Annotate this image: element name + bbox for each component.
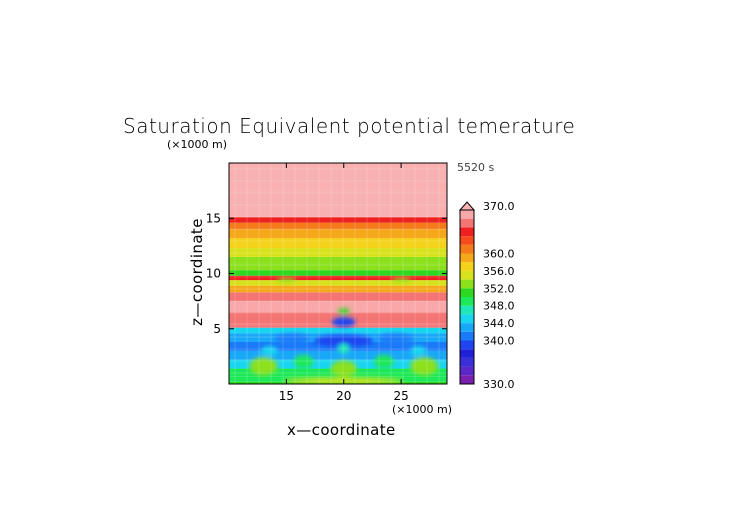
field-cell xyxy=(249,357,278,376)
colorbar-swatch xyxy=(460,227,474,237)
colorbar-swatch xyxy=(460,288,474,297)
field-band xyxy=(229,285,447,293)
colorbar-swatch xyxy=(460,340,474,350)
colorbar-swatch xyxy=(460,236,474,245)
field-band xyxy=(229,238,447,249)
axes: 15 20 25 5 10 15 xyxy=(206,162,448,403)
field-band xyxy=(229,163,447,191)
colorbar-label: 370.0 xyxy=(483,200,515,213)
field-band xyxy=(229,312,447,324)
y-tick-label: 10 xyxy=(206,267,221,281)
colorbar-swatch xyxy=(460,366,474,376)
colorbar-swatch xyxy=(460,349,474,358)
x-tick-label: 20 xyxy=(336,389,351,403)
field-band xyxy=(229,217,447,223)
field-band xyxy=(229,263,447,271)
field-cell xyxy=(337,343,350,354)
field-band xyxy=(229,256,447,264)
colorbar-swatch xyxy=(460,297,474,306)
field-cell xyxy=(293,354,314,369)
field-band xyxy=(229,301,447,313)
field-cell xyxy=(377,333,414,344)
plot-area xyxy=(229,163,447,384)
x-tick-label: 15 xyxy=(279,389,294,403)
field-band xyxy=(229,190,447,218)
colorbar-frame xyxy=(459,209,475,385)
colorbar-label: 352.0 xyxy=(483,282,515,295)
colorbar-swatch xyxy=(460,253,474,263)
field-cell xyxy=(373,354,394,369)
field-cell xyxy=(313,334,374,347)
colorbar-swatch xyxy=(460,314,474,324)
colorbar-swatch xyxy=(460,331,474,341)
colorbar-swatch xyxy=(460,270,474,280)
field-band xyxy=(229,270,447,276)
y-axis-unit: (×1000 m) xyxy=(167,138,228,151)
colorbar-label: 356.0 xyxy=(483,265,515,278)
colorbar-swatch xyxy=(460,244,474,254)
colorbar-swatch xyxy=(460,305,474,315)
field-cell xyxy=(274,333,311,344)
field-band xyxy=(229,275,447,281)
colorbar-label: 330.0 xyxy=(483,378,515,391)
grid-overlay xyxy=(229,163,447,384)
colorbar-swatch xyxy=(460,323,474,332)
field-band xyxy=(229,350,447,360)
x-axis-unit: (×1000 m) xyxy=(392,403,453,416)
colorbar-over-arrow xyxy=(458,201,476,211)
field-cell xyxy=(337,308,350,315)
y-tick-label: 15 xyxy=(206,211,221,225)
colorbar-swatch xyxy=(460,357,474,367)
field-structures xyxy=(249,278,439,384)
time-label: 5520 s xyxy=(457,161,495,174)
field-cell xyxy=(276,278,297,283)
colorbar-swatch xyxy=(460,262,474,271)
colorbar-label: 344.0 xyxy=(483,317,515,330)
chart-title: Saturation Equivalent potential temeratu… xyxy=(123,114,576,138)
colorbar: 370.0 360.0 356.0 352.0 348.0 344.0 340.0 330.0 xyxy=(458,200,515,391)
field-cell xyxy=(331,317,356,328)
x-axis-label: x—coordinate xyxy=(287,421,396,439)
field-band xyxy=(229,280,447,286)
field-cell xyxy=(391,278,412,283)
colorbar-label: 340.0 xyxy=(483,335,515,348)
colorbar-label: 348.0 xyxy=(483,300,515,313)
field-bands xyxy=(229,163,447,384)
colorbar-swatch xyxy=(460,375,474,384)
field-cell xyxy=(410,345,427,356)
field-band xyxy=(229,327,447,334)
x-tick-label: 25 xyxy=(393,389,408,403)
field-cell xyxy=(330,360,357,377)
colorbar-label: 360.0 xyxy=(483,248,515,261)
field-band xyxy=(229,229,447,239)
field-band xyxy=(229,292,447,302)
field-cell xyxy=(410,357,439,376)
colorbar-swatch xyxy=(460,210,474,219)
colorbar-swatch xyxy=(460,279,474,289)
field-band xyxy=(229,222,447,230)
field-band xyxy=(229,248,447,257)
y-tick-label: 5 xyxy=(213,322,221,336)
field-cell xyxy=(261,345,278,356)
colorbar-swatch xyxy=(460,218,474,228)
